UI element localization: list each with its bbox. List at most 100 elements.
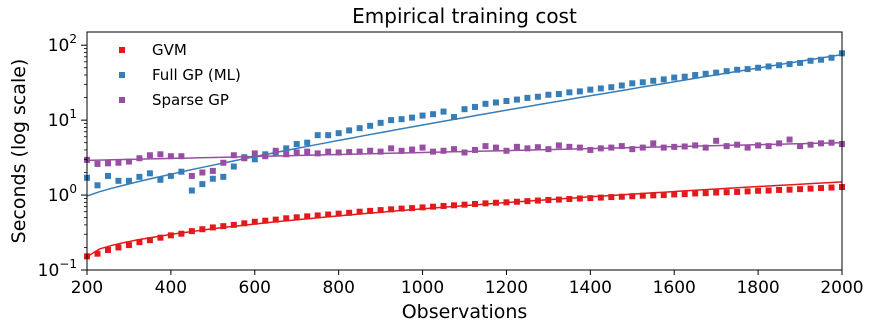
data-point — [115, 159, 122, 166]
legend-label: GVM — [152, 41, 187, 59]
data-point — [692, 72, 699, 79]
data-point — [576, 144, 583, 151]
data-point — [734, 141, 741, 148]
data-point — [409, 146, 416, 153]
data-point — [650, 77, 657, 84]
data-point — [356, 208, 363, 215]
data-point — [230, 221, 237, 228]
data-point — [482, 143, 489, 150]
data-point — [755, 187, 762, 194]
data-point — [629, 146, 636, 153]
data-point — [125, 242, 132, 249]
data-point — [335, 210, 342, 217]
data-point — [776, 62, 783, 69]
data-point — [503, 98, 510, 105]
data-point — [104, 246, 111, 253]
data-point — [660, 192, 667, 199]
x-tick-label: 600 — [239, 278, 271, 298]
data-point — [534, 144, 541, 151]
data-point — [199, 181, 206, 188]
data-point — [157, 176, 164, 183]
data-point — [430, 111, 437, 118]
y-tick-label: 10−1 — [38, 257, 77, 281]
data-point — [482, 100, 489, 107]
data-point — [146, 152, 153, 159]
data-point — [818, 140, 825, 147]
data-point — [608, 84, 615, 91]
data-point — [461, 201, 468, 208]
data-point — [335, 149, 342, 156]
data-point — [188, 187, 195, 194]
x-axis-label: Observations — [402, 301, 528, 323]
y-axis-label: Seconds (log scale) — [8, 59, 30, 244]
data-point — [597, 194, 604, 201]
data-point — [492, 99, 499, 106]
data-point — [797, 143, 804, 150]
data-point — [167, 172, 174, 179]
data-point — [136, 173, 143, 180]
data-point — [304, 139, 311, 146]
data-point — [293, 149, 300, 156]
data-point — [765, 143, 772, 150]
x-tick-label: 1600 — [653, 278, 696, 298]
data-point — [734, 66, 741, 73]
data-point — [346, 209, 353, 216]
data-point — [346, 149, 353, 156]
data-point — [713, 69, 720, 76]
data-point — [377, 207, 384, 214]
x-axis-ticks: 200 400 600 800 1000 1200 1400 1600 1800 2000 — [71, 270, 864, 298]
y-axis-ticks: 10−1 100 101 102 — [38, 32, 87, 281]
data-point — [262, 153, 269, 160]
data-point — [241, 155, 248, 162]
data-point — [671, 74, 678, 81]
x-tick-label: 800 — [322, 278, 354, 298]
plot-frame — [86, 31, 843, 271]
data-point — [555, 142, 562, 149]
data-point — [388, 117, 395, 124]
data-point — [713, 189, 720, 196]
data-point — [188, 228, 195, 235]
data-point — [597, 85, 604, 92]
data-point — [440, 108, 447, 115]
data-point — [451, 114, 458, 121]
data-point — [608, 194, 615, 201]
data-point — [251, 156, 258, 163]
data-point — [178, 168, 185, 175]
data-point — [807, 141, 814, 148]
data-point — [272, 147, 279, 154]
data-point — [566, 89, 573, 96]
data-point — [545, 196, 552, 203]
data-point — [513, 143, 520, 150]
data-point — [440, 202, 447, 209]
data-point — [419, 112, 426, 119]
data-point — [629, 80, 636, 87]
data-point — [776, 140, 783, 147]
data-point — [209, 224, 216, 231]
data-point — [262, 217, 269, 224]
data-point — [346, 127, 353, 134]
data-point — [304, 148, 311, 155]
data-point — [167, 232, 174, 239]
data-point — [828, 54, 835, 61]
data-point — [608, 144, 615, 151]
data-point — [451, 202, 458, 209]
data-point — [94, 160, 101, 167]
data-point — [555, 196, 562, 203]
data-point — [398, 147, 405, 154]
data-point — [157, 234, 164, 241]
data-point — [293, 214, 300, 221]
data-point — [650, 140, 657, 147]
data-point — [157, 151, 164, 158]
data-point — [681, 73, 688, 80]
data-point — [587, 86, 594, 93]
data-point — [419, 144, 426, 151]
y-tick-label: 100 — [48, 182, 77, 206]
data-point — [314, 150, 321, 157]
data-point — [587, 146, 594, 153]
data-point — [409, 114, 416, 121]
data-point — [388, 206, 395, 213]
data-point — [94, 250, 101, 257]
y-tick-label: 102 — [48, 32, 77, 56]
data-point — [209, 167, 216, 174]
data-point — [576, 88, 583, 95]
